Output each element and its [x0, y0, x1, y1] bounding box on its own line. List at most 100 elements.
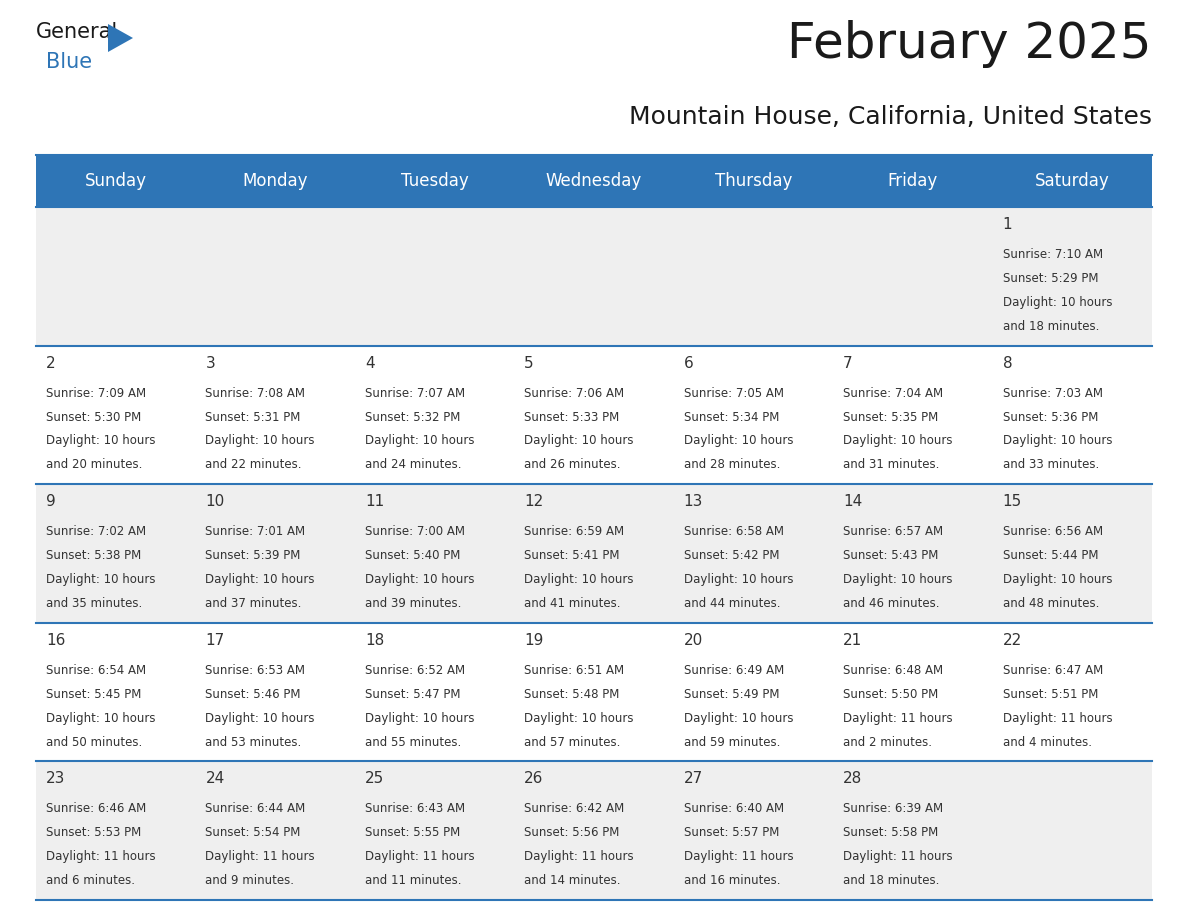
- Text: Sunrise: 6:54 AM: Sunrise: 6:54 AM: [46, 664, 146, 677]
- Bar: [355, 484, 514, 622]
- Bar: [674, 155, 833, 207]
- Text: 8: 8: [1003, 355, 1012, 371]
- Text: 21: 21: [843, 633, 862, 648]
- Text: 16: 16: [46, 633, 65, 648]
- Text: Daylight: 11 hours: Daylight: 11 hours: [46, 850, 156, 863]
- Text: Sunrise: 6:44 AM: Sunrise: 6:44 AM: [206, 802, 305, 815]
- Bar: [36, 207, 196, 345]
- Text: Sunrise: 7:02 AM: Sunrise: 7:02 AM: [46, 525, 146, 538]
- Text: Sunrise: 6:49 AM: Sunrise: 6:49 AM: [684, 664, 784, 677]
- Text: Sunset: 5:30 PM: Sunset: 5:30 PM: [46, 410, 141, 423]
- Bar: [36, 761, 196, 900]
- Text: Sunrise: 7:04 AM: Sunrise: 7:04 AM: [843, 386, 943, 399]
- Text: Daylight: 11 hours: Daylight: 11 hours: [843, 711, 953, 724]
- Text: 12: 12: [524, 494, 544, 509]
- Text: 10: 10: [206, 494, 225, 509]
- Text: Mountain House, California, United States: Mountain House, California, United State…: [628, 105, 1152, 129]
- Bar: [355, 622, 514, 761]
- Text: and 33 minutes.: and 33 minutes.: [1003, 458, 1099, 471]
- Text: and 46 minutes.: and 46 minutes.: [843, 597, 940, 610]
- Text: Sunset: 5:41 PM: Sunset: 5:41 PM: [524, 549, 620, 562]
- Text: 4: 4: [365, 355, 374, 371]
- Text: 13: 13: [684, 494, 703, 509]
- Text: and 44 minutes.: and 44 minutes.: [684, 597, 781, 610]
- Bar: [355, 155, 514, 207]
- Text: Sunrise: 6:48 AM: Sunrise: 6:48 AM: [843, 664, 943, 677]
- Text: 1: 1: [1003, 217, 1012, 232]
- Bar: [196, 484, 355, 622]
- Text: Sunset: 5:47 PM: Sunset: 5:47 PM: [365, 688, 461, 700]
- Text: and 31 minutes.: and 31 minutes.: [843, 458, 940, 471]
- Text: Sunset: 5:32 PM: Sunset: 5:32 PM: [365, 410, 460, 423]
- Text: Sunrise: 7:03 AM: Sunrise: 7:03 AM: [1003, 386, 1102, 399]
- Text: Daylight: 10 hours: Daylight: 10 hours: [365, 434, 474, 447]
- Bar: [992, 484, 1152, 622]
- Text: Daylight: 11 hours: Daylight: 11 hours: [365, 850, 474, 863]
- Text: and 16 minutes.: and 16 minutes.: [684, 874, 781, 887]
- Text: and 35 minutes.: and 35 minutes.: [46, 597, 143, 610]
- Text: 22: 22: [1003, 633, 1022, 648]
- Bar: [514, 761, 674, 900]
- Text: and 28 minutes.: and 28 minutes.: [684, 458, 781, 471]
- Text: and 11 minutes.: and 11 minutes.: [365, 874, 461, 887]
- Bar: [833, 155, 992, 207]
- Text: Sunset: 5:38 PM: Sunset: 5:38 PM: [46, 549, 141, 562]
- Text: Sunset: 5:45 PM: Sunset: 5:45 PM: [46, 688, 141, 700]
- Text: and 6 minutes.: and 6 minutes.: [46, 874, 135, 887]
- Text: 11: 11: [365, 494, 384, 509]
- Text: Daylight: 10 hours: Daylight: 10 hours: [365, 573, 474, 586]
- Text: Sunset: 5:31 PM: Sunset: 5:31 PM: [206, 410, 301, 423]
- Bar: [36, 622, 196, 761]
- Bar: [196, 622, 355, 761]
- Bar: [674, 761, 833, 900]
- Text: Daylight: 10 hours: Daylight: 10 hours: [1003, 434, 1112, 447]
- Text: Sunrise: 7:07 AM: Sunrise: 7:07 AM: [365, 386, 465, 399]
- Text: and 24 minutes.: and 24 minutes.: [365, 458, 461, 471]
- Bar: [355, 207, 514, 345]
- Text: #1a1a1a: #1a1a1a: [36, 17, 43, 18]
- Text: Sunrise: 7:00 AM: Sunrise: 7:00 AM: [365, 525, 465, 538]
- Text: Sunrise: 6:47 AM: Sunrise: 6:47 AM: [1003, 664, 1102, 677]
- Bar: [992, 155, 1152, 207]
- Text: Sunset: 5:36 PM: Sunset: 5:36 PM: [1003, 410, 1098, 423]
- Bar: [674, 622, 833, 761]
- Text: Sunday: Sunday: [84, 172, 146, 190]
- Bar: [196, 155, 355, 207]
- Bar: [514, 622, 674, 761]
- Bar: [992, 207, 1152, 345]
- Text: Sunset: 5:35 PM: Sunset: 5:35 PM: [843, 410, 939, 423]
- Text: Daylight: 11 hours: Daylight: 11 hours: [843, 850, 953, 863]
- Bar: [674, 484, 833, 622]
- Text: 28: 28: [843, 771, 862, 787]
- Text: 15: 15: [1003, 494, 1022, 509]
- Text: Sunrise: 6:57 AM: Sunrise: 6:57 AM: [843, 525, 943, 538]
- Text: Sunset: 5:49 PM: Sunset: 5:49 PM: [684, 688, 779, 700]
- Text: 27: 27: [684, 771, 703, 787]
- Text: 3: 3: [206, 355, 215, 371]
- Text: Sunset: 5:56 PM: Sunset: 5:56 PM: [524, 826, 620, 839]
- Bar: [992, 345, 1152, 484]
- Text: Wednesday: Wednesday: [545, 172, 643, 190]
- Text: Blue: Blue: [46, 52, 93, 72]
- Text: Sunset: 5:42 PM: Sunset: 5:42 PM: [684, 549, 779, 562]
- Text: Sunset: 5:43 PM: Sunset: 5:43 PM: [843, 549, 939, 562]
- Text: Daylight: 10 hours: Daylight: 10 hours: [843, 434, 953, 447]
- Bar: [992, 622, 1152, 761]
- Text: Sunrise: 7:01 AM: Sunrise: 7:01 AM: [206, 525, 305, 538]
- Polygon shape: [108, 24, 133, 52]
- Text: Daylight: 10 hours: Daylight: 10 hours: [206, 573, 315, 586]
- Text: Sunset: 5:46 PM: Sunset: 5:46 PM: [206, 688, 301, 700]
- Bar: [833, 484, 992, 622]
- Bar: [514, 207, 674, 345]
- Text: Daylight: 11 hours: Daylight: 11 hours: [684, 850, 794, 863]
- Text: Daylight: 11 hours: Daylight: 11 hours: [1003, 711, 1112, 724]
- Bar: [514, 155, 674, 207]
- Bar: [833, 345, 992, 484]
- Text: 19: 19: [524, 633, 544, 648]
- Text: and 53 minutes.: and 53 minutes.: [206, 735, 302, 748]
- Text: Sunrise: 6:58 AM: Sunrise: 6:58 AM: [684, 525, 784, 538]
- Bar: [833, 622, 992, 761]
- Text: Sunrise: 6:56 AM: Sunrise: 6:56 AM: [1003, 525, 1102, 538]
- Text: Monday: Monday: [242, 172, 308, 190]
- Text: Daylight: 10 hours: Daylight: 10 hours: [46, 711, 156, 724]
